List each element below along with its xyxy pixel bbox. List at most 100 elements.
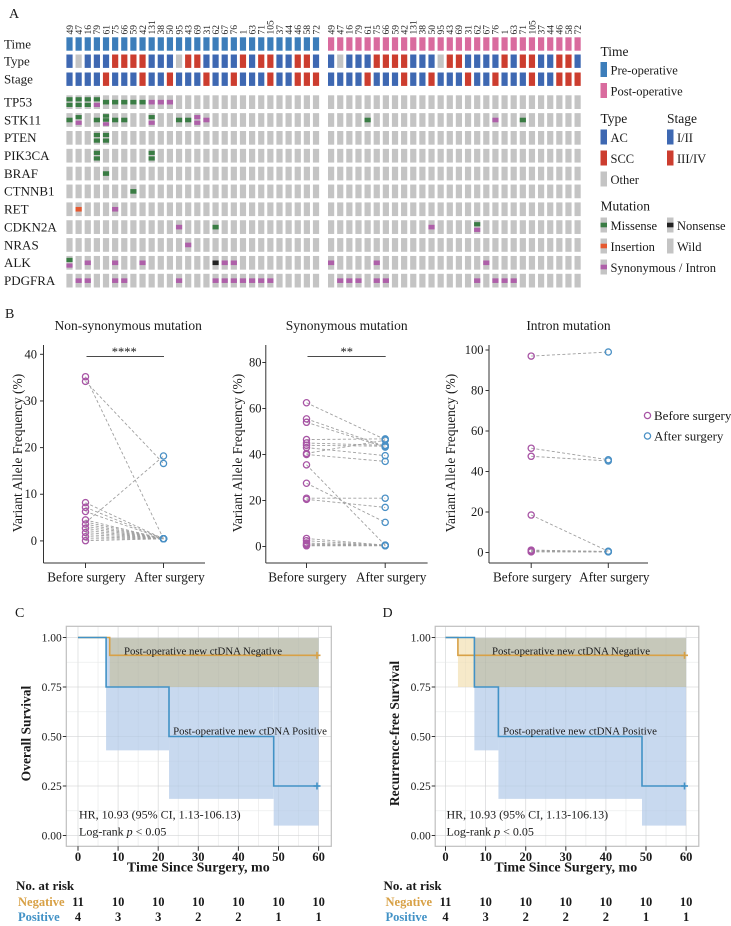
svg-text:50: 50: [428, 25, 438, 35]
svg-text:HR, 10.93 (95% CI, 1.13-106.13: HR, 10.93 (95% CI, 1.13-106.13): [447, 808, 609, 822]
svg-text:72: 72: [312, 25, 322, 35]
svg-text:PDGFRA: PDGFRA: [4, 273, 56, 288]
svg-text:43: 43: [184, 25, 194, 35]
svg-text:Variant Allele Frequency (%): Variant Allele Frequency (%): [443, 374, 458, 533]
svg-text:58: 58: [303, 25, 313, 35]
svg-text:80: 80: [471, 384, 484, 398]
svg-text:0: 0: [442, 850, 448, 864]
svg-text:37: 37: [276, 25, 286, 35]
svg-text:72: 72: [574, 25, 584, 35]
svg-text:50: 50: [640, 850, 653, 864]
svg-text:2: 2: [195, 910, 201, 924]
svg-text:58: 58: [565, 25, 575, 35]
svg-text:Pre-operative: Pre-operative: [611, 64, 679, 78]
svg-text:50: 50: [272, 850, 285, 864]
svg-text:Intron mutation: Intron mutation: [526, 318, 611, 333]
svg-text:47: 47: [75, 25, 85, 35]
svg-text:20: 20: [152, 850, 165, 864]
svg-text:61: 61: [102, 25, 112, 35]
svg-text:30: 30: [192, 850, 205, 864]
svg-text:Negative: Negative: [386, 895, 433, 909]
svg-text:40: 40: [249, 448, 262, 462]
svg-text:PIK3CA: PIK3CA: [4, 148, 50, 163]
svg-text:0: 0: [75, 850, 81, 864]
svg-text:1: 1: [239, 30, 249, 35]
svg-text:0.00: 0.00: [42, 830, 62, 842]
svg-text:4: 4: [442, 910, 449, 924]
svg-text:No. at risk: No. at risk: [16, 878, 75, 893]
svg-text:I/II: I/II: [677, 131, 693, 145]
svg-text:60: 60: [680, 850, 693, 864]
svg-text:71: 71: [519, 25, 529, 35]
svg-text:42: 42: [139, 25, 149, 35]
svg-text:10: 10: [479, 850, 492, 864]
svg-text:105: 105: [528, 20, 538, 35]
svg-text:Post-operative new ctDNA Posit: Post-operative new ctDNA Positive: [503, 726, 657, 738]
svg-text:STK11: STK11: [4, 112, 41, 127]
svg-text:0.50: 0.50: [42, 731, 62, 743]
svg-text:10: 10: [640, 895, 653, 909]
svg-text:63: 63: [248, 25, 258, 35]
svg-text:71: 71: [258, 25, 268, 35]
svg-text:After surgery: After surgery: [654, 429, 724, 444]
svg-text:43: 43: [446, 25, 456, 35]
svg-text:75: 75: [373, 25, 383, 35]
svg-text:95: 95: [175, 25, 185, 35]
svg-text:10: 10: [600, 895, 613, 909]
svg-text:2: 2: [603, 910, 609, 924]
svg-text:44: 44: [547, 25, 557, 35]
svg-text:1: 1: [643, 910, 649, 924]
svg-text:40: 40: [600, 850, 613, 864]
svg-text:10: 10: [112, 850, 125, 864]
svg-text:Missense: Missense: [611, 219, 658, 233]
svg-text:Negative: Negative: [18, 895, 65, 909]
svg-text:69: 69: [194, 25, 204, 35]
svg-text:20: 20: [25, 441, 38, 455]
svg-text:10: 10: [232, 895, 245, 909]
svg-text:30: 30: [25, 394, 38, 408]
svg-text:HR, 10.93 (95% CI, 1.13-106.13: HR, 10.93 (95% CI, 1.13-106.13): [79, 808, 241, 822]
svg-text:66: 66: [382, 25, 392, 35]
svg-text:40: 40: [25, 347, 38, 361]
svg-text:****: ****: [112, 345, 137, 359]
svg-text:0.25: 0.25: [411, 781, 431, 793]
svg-text:16: 16: [346, 25, 356, 35]
svg-text:131: 131: [148, 20, 158, 35]
svg-text:62: 62: [473, 25, 483, 35]
svg-text:Time Since Surgery, mo: Time Since Surgery, mo: [494, 861, 637, 876]
svg-text:31: 31: [203, 25, 213, 35]
svg-text:42: 42: [400, 25, 410, 35]
svg-text:Type: Type: [4, 54, 30, 69]
svg-text:10: 10: [560, 895, 573, 909]
svg-text:10: 10: [272, 895, 285, 909]
svg-text:3: 3: [155, 910, 161, 924]
svg-text:Nonsense: Nonsense: [677, 219, 726, 233]
svg-text:Positive: Positive: [386, 910, 428, 924]
svg-text:10: 10: [680, 895, 693, 909]
svg-text:A: A: [9, 7, 20, 22]
svg-text:AC: AC: [611, 131, 628, 145]
svg-text:1.00: 1.00: [411, 632, 431, 644]
svg-text:Log-rank p < 0.05: Log-rank p < 0.05: [447, 825, 534, 839]
svg-text:30: 30: [560, 850, 573, 864]
svg-text:1: 1: [501, 30, 511, 35]
svg-text:37: 37: [537, 25, 547, 35]
svg-text:1: 1: [315, 910, 321, 924]
svg-text:Before surgery: Before surgery: [493, 570, 572, 585]
svg-text:B: B: [5, 307, 14, 322]
svg-text:38: 38: [419, 25, 429, 35]
svg-text:50: 50: [166, 25, 176, 35]
svg-text:2: 2: [523, 910, 529, 924]
svg-text:1.00: 1.00: [42, 632, 62, 644]
svg-text:Other: Other: [611, 173, 640, 187]
svg-text:Log-rank p < 0.05: Log-rank p < 0.05: [79, 825, 166, 839]
svg-text:3: 3: [115, 910, 121, 924]
svg-text:NRAS: NRAS: [4, 237, 39, 252]
svg-text:Before surgery: Before surgery: [654, 408, 731, 423]
svg-text:69: 69: [455, 25, 465, 35]
svg-text:TP53: TP53: [4, 94, 32, 109]
svg-text:11: 11: [72, 895, 84, 909]
svg-text:Post-operative new ctDNA Negat: Post-operative new ctDNA Negative: [124, 646, 282, 658]
svg-text:40: 40: [471, 465, 484, 479]
svg-text:2: 2: [563, 910, 569, 924]
